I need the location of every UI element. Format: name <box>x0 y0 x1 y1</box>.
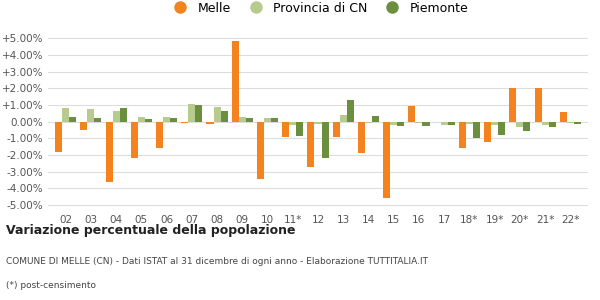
Bar <box>80 122 88 130</box>
Bar <box>365 122 372 123</box>
Bar <box>560 112 567 122</box>
Bar <box>113 111 119 122</box>
Bar <box>196 105 202 122</box>
Bar <box>296 122 304 136</box>
Bar <box>239 117 246 122</box>
Bar <box>271 118 278 122</box>
Bar <box>55 122 62 152</box>
Bar <box>62 107 69 122</box>
Bar <box>542 122 548 125</box>
Bar <box>206 122 214 124</box>
Bar <box>119 108 127 122</box>
Bar <box>340 115 347 122</box>
Bar <box>289 122 296 125</box>
Bar <box>264 118 271 122</box>
Bar <box>422 122 430 126</box>
Bar <box>372 116 379 122</box>
Bar <box>498 122 505 135</box>
Text: COMUNE DI MELLE (CN) - Dati ISTAT al 31 dicembre di ogni anno - Elaborazione TUT: COMUNE DI MELLE (CN) - Dati ISTAT al 31 … <box>6 257 428 266</box>
Bar <box>574 122 581 124</box>
Bar <box>246 118 253 122</box>
Bar <box>347 100 354 122</box>
Bar <box>567 122 574 123</box>
Bar <box>94 118 101 122</box>
Bar <box>170 118 177 122</box>
Bar <box>232 41 239 122</box>
Bar <box>188 104 196 122</box>
Legend: Melle, Provincia di CN, Piemonte: Melle, Provincia di CN, Piemonte <box>163 0 473 20</box>
Text: Variazione percentuale della popolazione: Variazione percentuale della popolazione <box>6 224 296 237</box>
Bar <box>88 109 94 122</box>
Bar <box>332 122 340 137</box>
Bar <box>358 122 365 153</box>
Bar <box>390 122 397 125</box>
Bar <box>106 122 113 182</box>
Bar <box>548 122 556 127</box>
Bar <box>473 122 480 137</box>
Bar <box>484 122 491 142</box>
Bar <box>307 122 314 167</box>
Bar <box>214 107 221 122</box>
Bar <box>440 122 448 125</box>
Bar <box>221 111 227 122</box>
Bar <box>491 122 498 125</box>
Bar <box>163 117 170 122</box>
Bar <box>415 122 422 123</box>
Bar <box>466 122 473 124</box>
Bar <box>509 88 517 122</box>
Bar <box>383 122 390 197</box>
Bar <box>145 119 152 122</box>
Bar <box>138 117 145 122</box>
Bar <box>181 122 188 123</box>
Bar <box>459 122 466 148</box>
Bar <box>322 122 329 158</box>
Bar <box>314 122 322 124</box>
Bar <box>535 88 542 122</box>
Bar <box>69 117 76 122</box>
Bar <box>523 122 530 131</box>
Bar <box>409 106 415 122</box>
Bar <box>397 122 404 126</box>
Text: (*) post-censimento: (*) post-censimento <box>6 281 96 290</box>
Bar <box>131 122 138 158</box>
Bar <box>282 122 289 137</box>
Bar <box>517 122 523 127</box>
Bar <box>448 122 455 125</box>
Bar <box>156 122 163 148</box>
Bar <box>257 122 264 179</box>
